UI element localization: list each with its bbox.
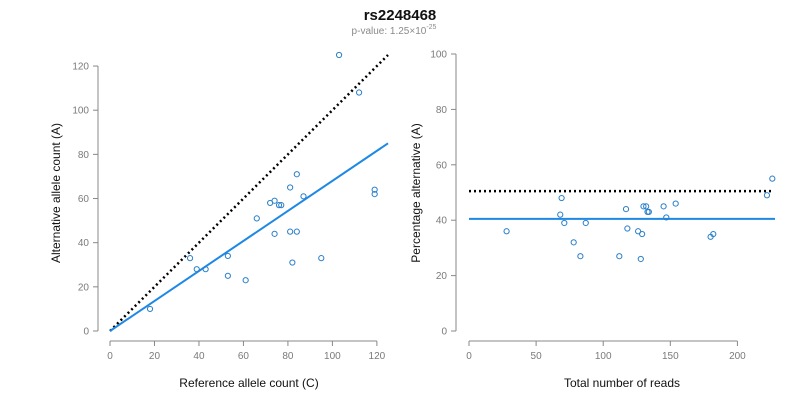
y-tick-label: 40 xyxy=(78,238,90,249)
data-point xyxy=(371,186,378,193)
data-point xyxy=(616,253,623,260)
data-point xyxy=(663,214,670,221)
data-point xyxy=(335,51,343,59)
data-point xyxy=(278,202,285,209)
data-point xyxy=(146,305,154,313)
y-tick-label: 60 xyxy=(436,160,448,171)
data-point xyxy=(639,230,646,238)
data-point xyxy=(672,200,679,207)
data-point xyxy=(371,191,378,198)
plot-panel-2: 0 50 100 150 200 0 20 40 60 80 100 Total number of … xyxy=(409,50,776,390)
data-point xyxy=(637,255,644,263)
x-axis-label: Total number of reads xyxy=(564,376,680,390)
chart-subtitle: p-value: 1.25×10-25 xyxy=(352,24,437,37)
reference-line xyxy=(109,54,389,332)
data-point xyxy=(503,228,510,235)
plot-panel-1: 0 20 40 60 80 100 120 0 20 40 60 80 100 120 Reference … xyxy=(49,51,389,390)
y-tick-label: 40 xyxy=(436,216,448,227)
data-point xyxy=(271,230,278,237)
data-point xyxy=(660,203,667,210)
x-tick-label: 0 xyxy=(466,351,472,362)
data-point xyxy=(287,184,294,191)
y-tick-label: 120 xyxy=(72,62,89,73)
data-point xyxy=(224,252,231,260)
x-tick-label: 40 xyxy=(193,351,205,362)
data-point xyxy=(186,255,194,262)
y-tick-label: 0 xyxy=(83,327,89,338)
data-point xyxy=(202,266,209,273)
data-point xyxy=(289,259,296,266)
data-point xyxy=(193,266,200,273)
data-point xyxy=(763,192,771,199)
data-point xyxy=(570,239,577,246)
y-tick-label: 100 xyxy=(72,106,89,117)
data-point xyxy=(557,211,564,218)
data-point xyxy=(635,228,642,235)
data-point xyxy=(271,197,278,204)
x-axis-label: Reference allele count (C) xyxy=(179,376,318,390)
x-tick-label: 150 xyxy=(662,351,679,362)
data-point xyxy=(640,203,647,210)
data-point xyxy=(561,219,568,227)
y-axis-label: Percentage alternative (A) xyxy=(409,123,423,262)
x-tick-label: 120 xyxy=(369,351,386,362)
data-point xyxy=(645,208,652,215)
y-tick-label: 20 xyxy=(436,271,448,282)
p-value-text: p-value: 1.25×10 xyxy=(352,26,427,37)
data-point xyxy=(582,219,589,227)
p-value-exponent: -25 xyxy=(426,24,436,31)
y-tick-label: 80 xyxy=(78,150,90,161)
x-tick-label: 50 xyxy=(531,351,543,362)
x-tick-label: 100 xyxy=(595,351,612,362)
chart-title: rs2248468 xyxy=(364,7,437,24)
data-point xyxy=(253,215,260,222)
data-point xyxy=(318,255,325,262)
data-point xyxy=(293,228,300,235)
x-tick-label: 200 xyxy=(729,351,746,362)
data-point xyxy=(293,171,300,178)
data-point xyxy=(769,175,776,182)
data-point xyxy=(242,277,249,284)
y-tick-label: 100 xyxy=(430,50,447,61)
y-axis-label: Alternative allele count (A) xyxy=(49,123,63,263)
data-point xyxy=(287,228,294,235)
data-point xyxy=(300,193,307,200)
fit-line xyxy=(109,142,389,332)
x-tick-label: 60 xyxy=(238,351,250,362)
data-point xyxy=(275,202,283,209)
data-point xyxy=(558,194,565,202)
data-point xyxy=(224,272,231,279)
data-point xyxy=(710,230,717,238)
x-tick-label: 20 xyxy=(149,351,161,362)
data-point xyxy=(624,225,631,232)
y-tick-label: 20 xyxy=(78,282,90,293)
x-tick-label: 80 xyxy=(282,351,294,362)
y-tick-label: 80 xyxy=(436,105,448,116)
data-point xyxy=(355,89,363,96)
data-point xyxy=(643,203,650,210)
data-point xyxy=(577,253,584,260)
x-tick-label: 100 xyxy=(324,351,341,362)
y-tick-label: 60 xyxy=(78,194,90,205)
data-point xyxy=(622,206,630,213)
y-tick-label: 0 xyxy=(441,327,447,338)
x-tick-label: 0 xyxy=(107,351,113,362)
